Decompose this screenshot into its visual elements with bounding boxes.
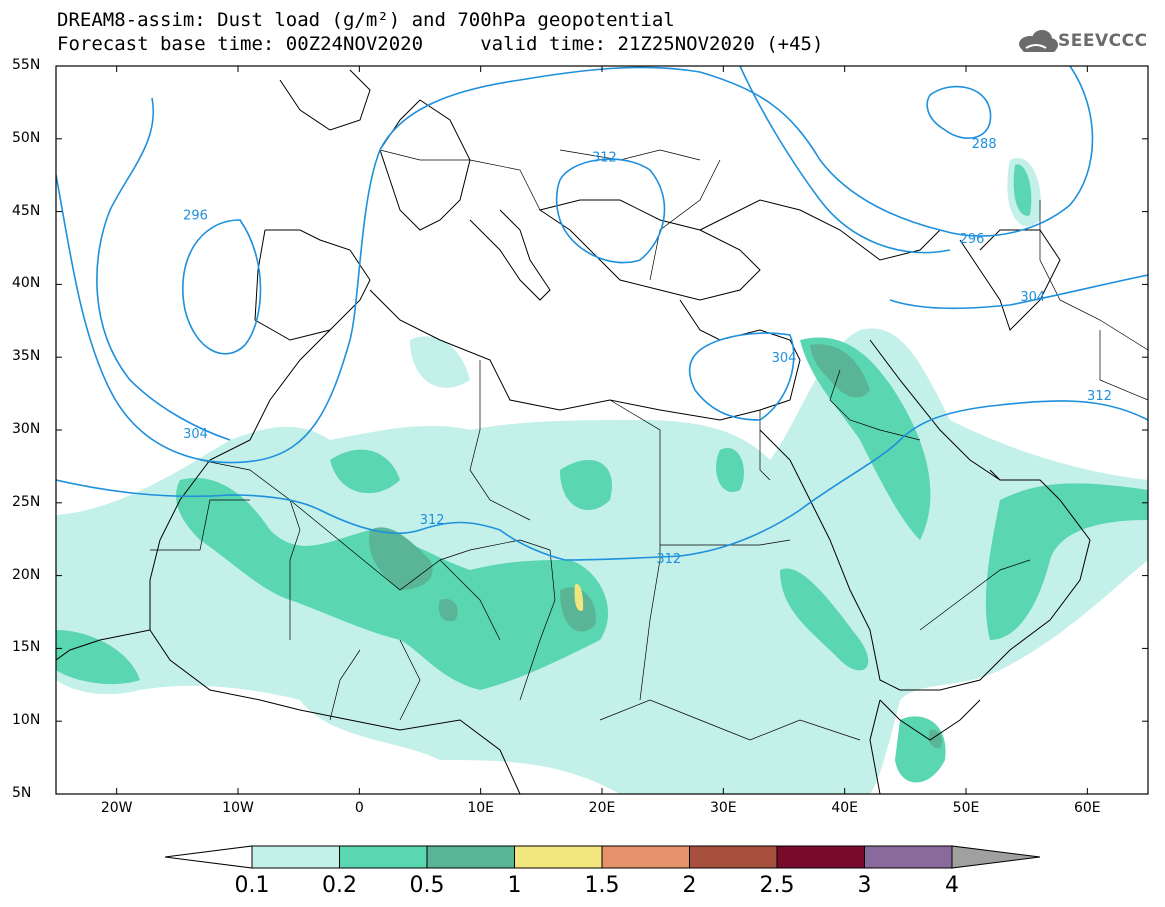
lon-label: 10E — [467, 800, 494, 816]
colorbar-over-arrow — [951, 845, 1041, 869]
forecast-time-line: Forecast base time: 00Z24NOV2020 valid t… — [57, 33, 824, 55]
lat-label: 50N — [12, 129, 41, 146]
colorbar-swatch — [339, 845, 428, 869]
colorbar-swatch — [426, 845, 515, 869]
contour-label: 304 — [1020, 290, 1045, 305]
lat-label: 20N — [12, 566, 41, 583]
contour-label: 296 — [183, 209, 208, 224]
contour-label: 304 — [772, 351, 797, 366]
colorbar-label: 0.1 — [234, 873, 270, 898]
lon-label: 40E — [831, 800, 858, 816]
seevccc-logo — [1019, 30, 1058, 52]
axis-ticks — [56, 65, 1148, 795]
colorbar-swatch — [514, 845, 603, 869]
colorbar-swatch — [776, 845, 865, 869]
dust-shading-medium — [56, 164, 1148, 783]
contour-label: 288 — [972, 137, 997, 152]
contour-label: 312 — [1087, 389, 1112, 404]
colorbar-label: 0.2 — [322, 873, 357, 898]
lat-label: 15N — [12, 639, 41, 656]
colorbar-label: 2.5 — [759, 873, 795, 898]
colorbar-swatch — [864, 845, 953, 869]
contour-label: 304 — [183, 427, 208, 442]
lat-label: 45N — [12, 202, 41, 219]
contour-label: 312 — [656, 552, 681, 567]
colorbar-swatch — [689, 845, 778, 869]
colorbar-label: 1 — [507, 873, 522, 898]
lat-label: 30N — [12, 421, 41, 437]
map-title: DREAM8-assim: Dust load (g/m²) and 700hP… — [57, 9, 675, 31]
colorbar-label: 2 — [682, 873, 697, 898]
lat-label: 25N — [12, 493, 41, 510]
colorbar-label: 1.5 — [584, 873, 620, 898]
lat-label: 5N — [12, 785, 32, 801]
colorbar-label: 0.5 — [409, 873, 445, 898]
lon-label: 20E — [588, 800, 616, 816]
colorbar — [164, 845, 1041, 869]
lat-label: 55N — [12, 57, 41, 73]
contour-labels: 296 304 312 312 312 304 304 296 288 312 — [183, 137, 1112, 567]
lat-label: 35N — [12, 348, 41, 365]
country-borders — [150, 149, 1148, 741]
colorbar-swatch — [251, 845, 340, 869]
lat-label: 40N — [12, 275, 41, 292]
lon-label: 10W — [222, 800, 254, 816]
contour-label: 312 — [592, 150, 617, 165]
colorbar-label: 3 — [857, 873, 872, 898]
lat-label: 10N — [12, 712, 41, 729]
lon-label: 30E — [709, 800, 737, 816]
lon-label: 50E — [952, 800, 980, 816]
colorbar-label: 4 — [945, 873, 959, 898]
lon-label: 0 — [354, 800, 364, 816]
lon-label: 60E — [1073, 800, 1101, 816]
colorbar-swatch — [601, 845, 690, 869]
lon-label: 20W — [100, 800, 133, 816]
contour-label: 296 — [960, 232, 985, 247]
geopotential-contours — [56, 66, 1148, 561]
colorbar-under-arrow — [164, 845, 253, 869]
dust-shading-peak — [574, 584, 584, 611]
contour-label: 312 — [420, 513, 445, 528]
logo-text: SEEVCCC — [1058, 31, 1148, 51]
